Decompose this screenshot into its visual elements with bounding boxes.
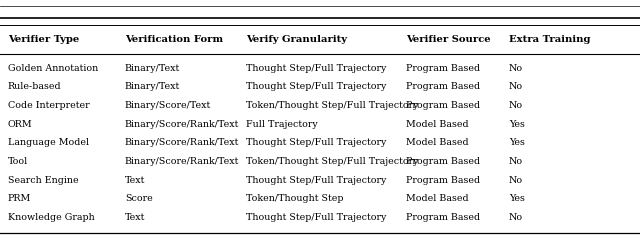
Text: Verify Granularity: Verify Granularity xyxy=(246,35,348,44)
Text: Search Engine: Search Engine xyxy=(8,176,78,185)
Text: Thought Step/Full Trajectory: Thought Step/Full Trajectory xyxy=(246,64,387,73)
Text: Model Based: Model Based xyxy=(406,138,469,147)
Text: Program Based: Program Based xyxy=(406,101,481,110)
Text: No: No xyxy=(509,176,523,185)
Text: Binary/Score/Rank/Text: Binary/Score/Rank/Text xyxy=(125,157,239,166)
Text: Yes: Yes xyxy=(509,194,525,203)
Text: Model Based: Model Based xyxy=(406,194,469,203)
Text: Binary/Text: Binary/Text xyxy=(125,64,180,73)
Text: No: No xyxy=(509,64,523,73)
Text: No: No xyxy=(509,82,523,91)
Text: Verifier Type: Verifier Type xyxy=(8,35,79,44)
Text: Token/Thought Step/Full Trajectory: Token/Thought Step/Full Trajectory xyxy=(246,157,419,166)
Text: Rule-based: Rule-based xyxy=(8,82,61,91)
Text: Program Based: Program Based xyxy=(406,176,481,185)
Text: Verification Form: Verification Form xyxy=(125,35,223,44)
Text: PRM: PRM xyxy=(8,194,31,203)
Text: Model Based: Model Based xyxy=(406,120,469,129)
Text: Code Interpreter: Code Interpreter xyxy=(8,101,90,110)
Text: Thought Step/Full Trajectory: Thought Step/Full Trajectory xyxy=(246,138,387,147)
Text: Verifier Source: Verifier Source xyxy=(406,35,491,44)
Text: Token/Thought Step/Full Trajectory: Token/Thought Step/Full Trajectory xyxy=(246,101,419,110)
Text: Program Based: Program Based xyxy=(406,213,481,222)
Text: Full Trajectory: Full Trajectory xyxy=(246,120,318,129)
Text: Yes: Yes xyxy=(509,120,525,129)
Text: Thought Step/Full Trajectory: Thought Step/Full Trajectory xyxy=(246,176,387,185)
Text: Thought Step/Full Trajectory: Thought Step/Full Trajectory xyxy=(246,82,387,91)
Text: Program Based: Program Based xyxy=(406,64,481,73)
Text: No: No xyxy=(509,157,523,166)
Text: Binary/Text: Binary/Text xyxy=(125,82,180,91)
Text: Score: Score xyxy=(125,194,152,203)
Text: Tool: Tool xyxy=(8,157,28,166)
Text: Extra Training: Extra Training xyxy=(509,35,590,44)
Text: Program Based: Program Based xyxy=(406,82,481,91)
Text: Binary/Score/Rank/Text: Binary/Score/Rank/Text xyxy=(125,120,239,129)
Text: Binary/Score/Text: Binary/Score/Text xyxy=(125,101,211,110)
Text: Text: Text xyxy=(125,176,145,185)
Text: Language Model: Language Model xyxy=(8,138,89,147)
Text: ORM: ORM xyxy=(8,120,32,129)
Text: No: No xyxy=(509,213,523,222)
Text: Token/Thought Step: Token/Thought Step xyxy=(246,194,344,203)
Text: Yes: Yes xyxy=(509,138,525,147)
Text: Golden Annotation: Golden Annotation xyxy=(8,64,98,73)
Text: Knowledge Graph: Knowledge Graph xyxy=(8,213,95,222)
Text: Binary/Score/Rank/Text: Binary/Score/Rank/Text xyxy=(125,138,239,147)
Text: Text: Text xyxy=(125,213,145,222)
Text: Program Based: Program Based xyxy=(406,157,481,166)
Text: Thought Step/Full Trajectory: Thought Step/Full Trajectory xyxy=(246,213,387,222)
Text: No: No xyxy=(509,101,523,110)
